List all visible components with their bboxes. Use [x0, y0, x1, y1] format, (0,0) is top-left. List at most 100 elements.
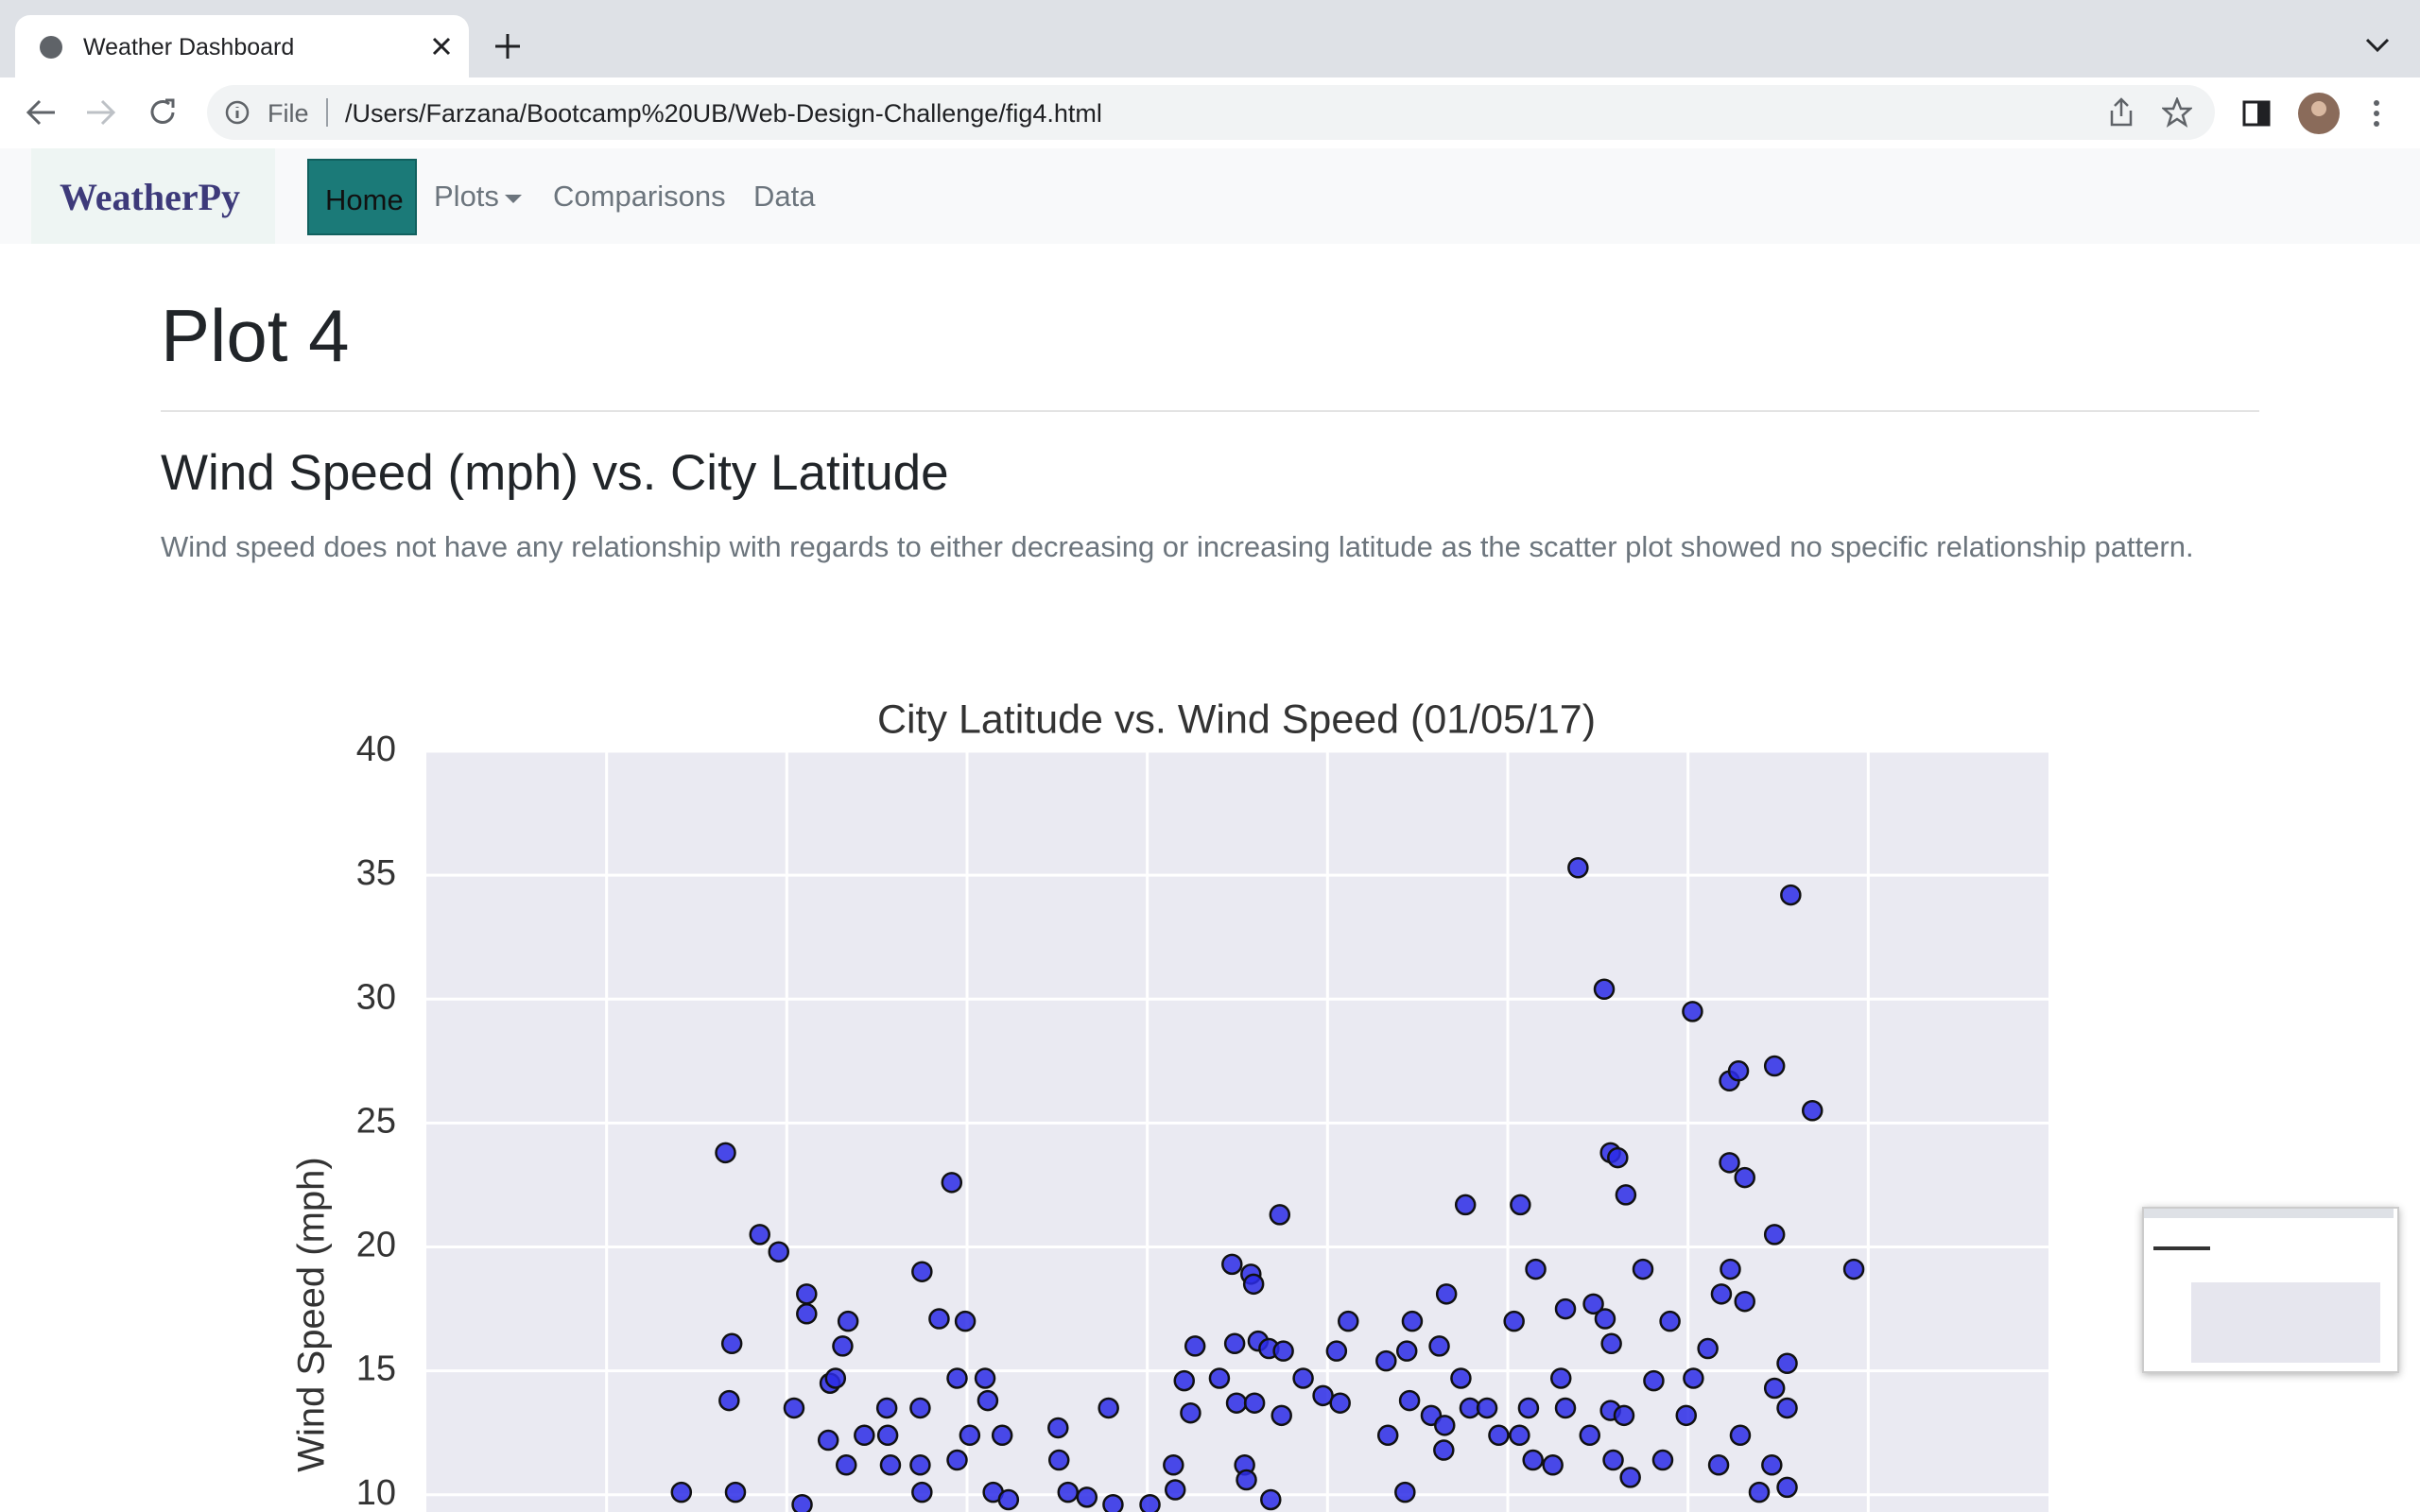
point: [1594, 1308, 1616, 1330]
point: [1376, 1424, 1399, 1447]
point: [959, 1424, 981, 1447]
point: [1525, 1258, 1547, 1280]
point: [1434, 1415, 1456, 1436]
point: [1325, 1340, 1348, 1362]
point: [1763, 1055, 1786, 1077]
profile-avatar[interactable]: [2297, 92, 2341, 135]
point: [1748, 1481, 1771, 1503]
point: [1615, 1184, 1637, 1206]
point: [749, 1224, 770, 1246]
tab-search[interactable]: [2365, 38, 2390, 53]
info-icon: [225, 100, 250, 125]
y-tick-label: 20: [356, 1226, 396, 1265]
point: [1272, 1340, 1294, 1362]
point: [836, 1454, 857, 1476]
point: [1312, 1384, 1334, 1407]
forward-button[interactable]: [85, 98, 117, 127]
point: [1842, 1258, 1865, 1280]
nav-home[interactable]: Home: [307, 159, 417, 235]
tab-title: Weather Dashboard: [83, 34, 295, 60]
menu[interactable]: [2371, 98, 2382, 129]
point: [832, 1335, 854, 1357]
point: [1517, 1397, 1540, 1419]
point: [817, 1429, 839, 1452]
point: [1602, 1449, 1624, 1471]
reload-button[interactable]: [147, 96, 179, 129]
nav-plots[interactable]: Plots: [434, 180, 499, 213]
navbar: WeatherPy Home Plots Comparisons Data: [0, 148, 2420, 244]
close-tab[interactable]: [431, 36, 452, 57]
point: [1734, 1290, 1755, 1313]
share-icon[interactable]: [2107, 97, 2135, 128]
point: [1488, 1424, 1510, 1447]
tab-bar: Weather Dashboard: [0, 0, 2420, 77]
point: [1682, 1001, 1703, 1022]
brand[interactable]: WeatherPy: [31, 148, 275, 244]
nav-data[interactable]: Data: [753, 180, 816, 213]
point: [1102, 1493, 1124, 1512]
point: [1476, 1397, 1498, 1419]
point: [1076, 1486, 1098, 1508]
point: [911, 1261, 933, 1282]
y-tick-label: 25: [356, 1101, 396, 1141]
screenshot-preview[interactable]: [2142, 1207, 2399, 1373]
bookmark-star[interactable]: [2162, 97, 2192, 128]
y-tick-label: 10: [356, 1473, 396, 1512]
side-panel[interactable]: [2242, 100, 2271, 127]
point: [1734, 1166, 1755, 1189]
point: [1780, 884, 1802, 906]
point: [1675, 1404, 1698, 1427]
url-scheme: File: [268, 99, 309, 128]
point: [1057, 1481, 1080, 1503]
point: [1454, 1194, 1477, 1216]
point: [1164, 1479, 1186, 1501]
new-tab[interactable]: [493, 32, 522, 60]
point: [715, 1142, 736, 1164]
point: [1225, 1392, 1248, 1414]
brand-text: WeatherPy: [60, 176, 241, 218]
point: [1098, 1397, 1119, 1419]
point: [1554, 1397, 1577, 1419]
page-heading: Plot 4: [161, 294, 350, 377]
point: [1270, 1404, 1292, 1427]
nav-label: Home: [325, 183, 404, 216]
point: [1801, 1100, 1824, 1122]
tab[interactable]: Weather Dashboard: [15, 15, 469, 77]
point: [1180, 1401, 1201, 1424]
point: [1549, 1367, 1572, 1389]
point: [1659, 1310, 1681, 1332]
preview-image: [2144, 1209, 2394, 1363]
omnibox[interactable]: File /Users/Farzana/Bootcamp%20UB/Web-De…: [207, 85, 2215, 140]
point: [876, 1424, 899, 1447]
point: [1435, 1283, 1458, 1305]
point: [1173, 1369, 1196, 1392]
point: [1242, 1273, 1265, 1296]
point: [1292, 1367, 1314, 1389]
plot-heading: Wind Speed (mph) vs. City Latitude: [161, 445, 949, 501]
point: [1613, 1404, 1635, 1427]
point: [997, 1488, 1020, 1511]
point: [928, 1308, 950, 1330]
point: [1139, 1493, 1161, 1512]
dropdown-caret: [505, 195, 522, 203]
point: [1600, 1332, 1622, 1355]
point: [1375, 1349, 1397, 1372]
nav-comparisons[interactable]: Comparisons: [553, 180, 726, 213]
point: [974, 1367, 996, 1389]
point: [1522, 1449, 1544, 1471]
point: [1776, 1476, 1798, 1499]
point: [1338, 1310, 1359, 1332]
back-button[interactable]: [25, 98, 57, 127]
point: [941, 1172, 963, 1194]
point: [796, 1303, 818, 1325]
point: [1163, 1454, 1184, 1476]
point: [1542, 1454, 1564, 1476]
address-row: File /Users/Farzana/Bootcamp%20UB/Web-De…: [0, 77, 2420, 149]
point: [1619, 1467, 1641, 1488]
point: [1643, 1369, 1665, 1392]
point: [837, 1310, 859, 1332]
point: [1509, 1424, 1530, 1447]
